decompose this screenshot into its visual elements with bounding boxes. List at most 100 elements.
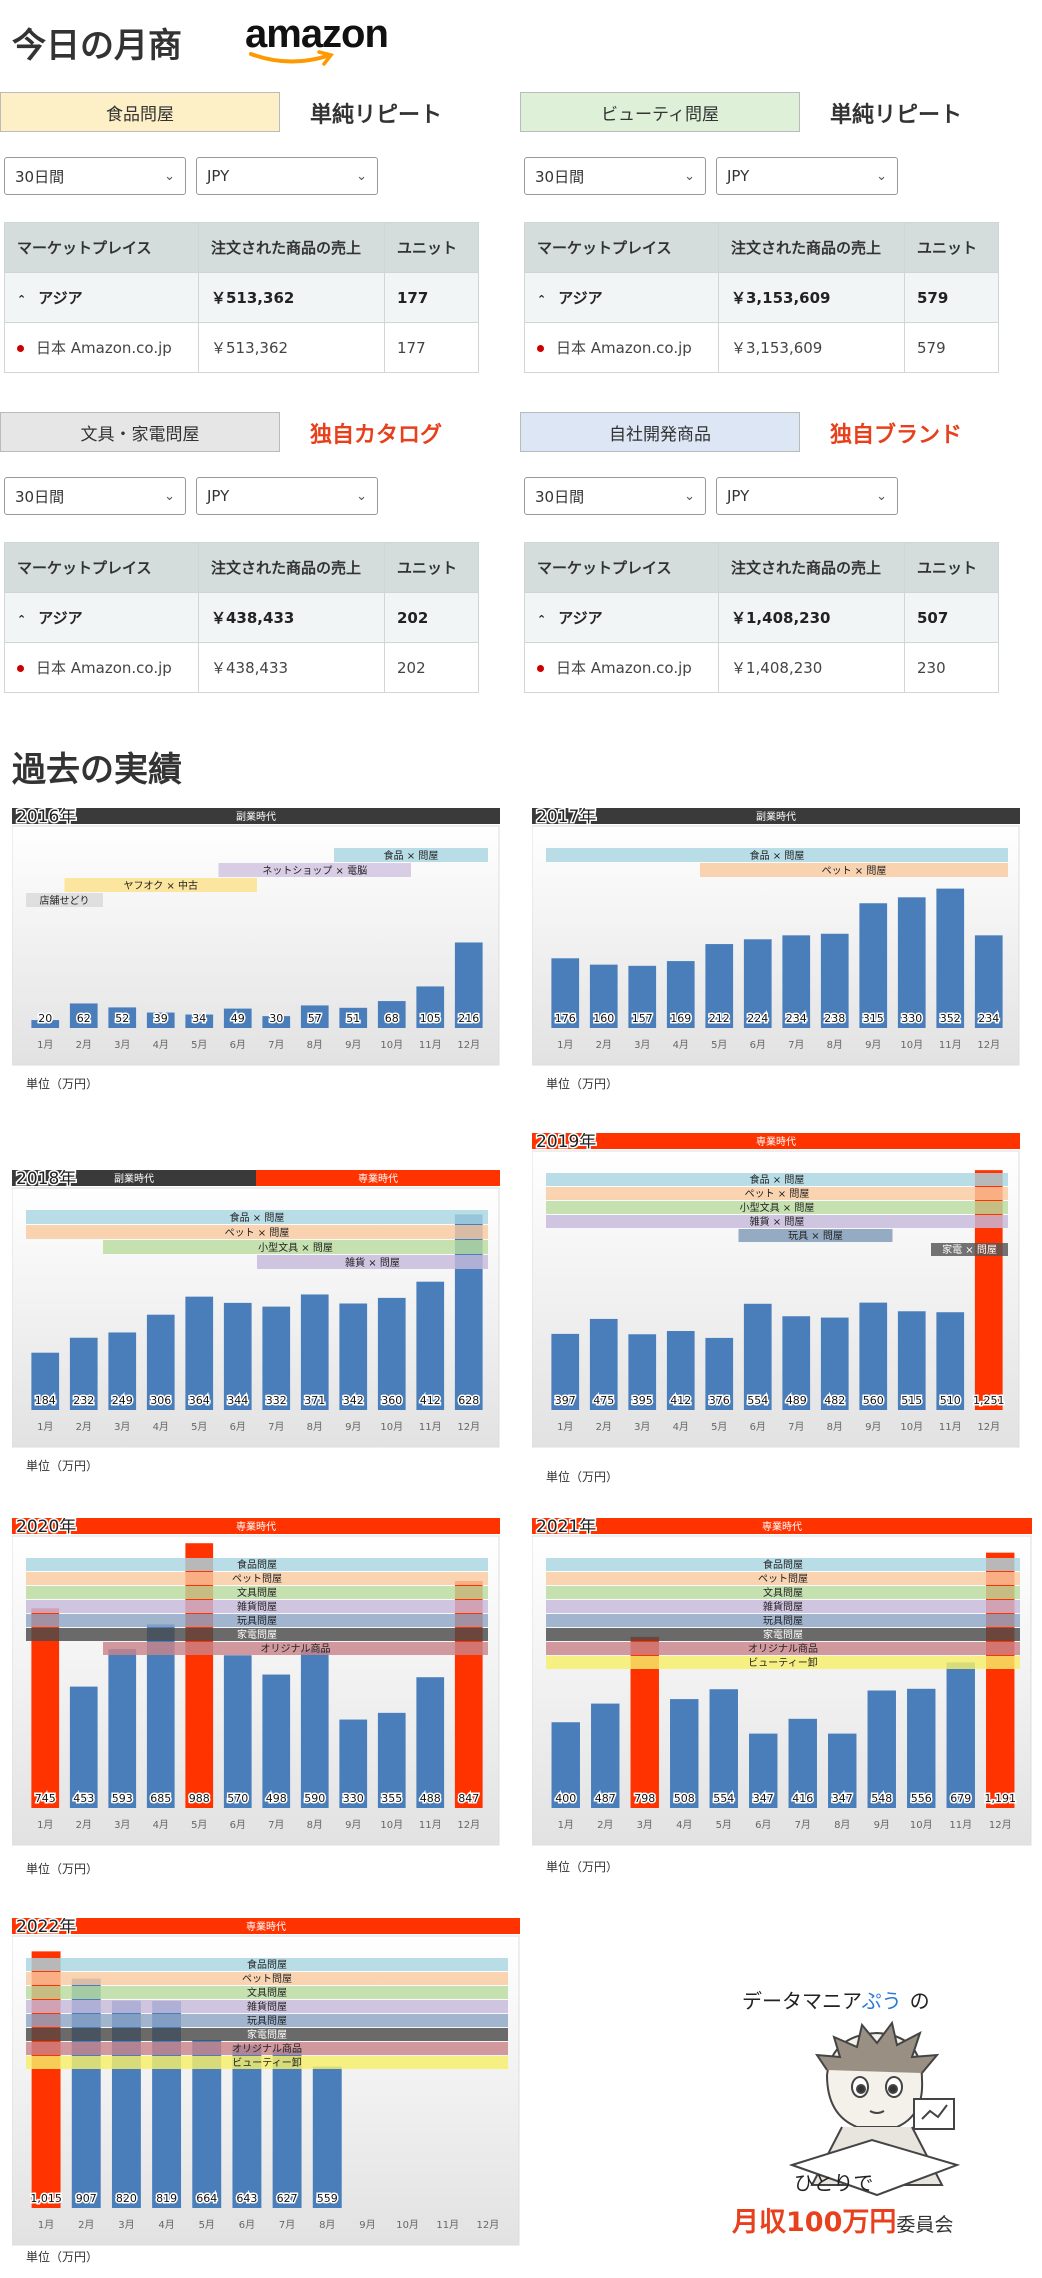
month-label: 9月 (865, 1039, 881, 1051)
value-label: 416 (792, 1792, 813, 1805)
era-bar (532, 1133, 1020, 1149)
currency-select[interactable]: JPY ⌄ (196, 157, 378, 195)
value-label: 475 (593, 1394, 614, 1407)
bar-6月 (223, 1008, 252, 1028)
value-label: 332 (266, 1394, 287, 1407)
bar-9月 (867, 1690, 896, 1808)
band (334, 848, 488, 862)
currency-value: JPY (207, 487, 230, 505)
bar-6月 (223, 1655, 252, 1808)
month-label: 2月 (597, 1819, 613, 1831)
month-label: 10月 (910, 1819, 933, 1831)
units-cell: 579 (904, 272, 999, 323)
bar-3月 (108, 1332, 137, 1410)
bar-10月 (377, 1712, 406, 1808)
month-label: 12月 (977, 1421, 1000, 1433)
band-label: 雑貨問屋 (763, 1600, 803, 1613)
value-label: 342 (343, 1394, 364, 1407)
chevron-up-icon: ⌃ (17, 293, 27, 306)
month-label: 9月 (345, 1819, 361, 1831)
period-select[interactable]: 30日間 ⌄ (524, 477, 706, 515)
band-label: ペット問屋 (758, 1573, 808, 1585)
bar-3月 (628, 965, 657, 1028)
band (546, 1656, 1020, 1669)
units-cell: 202 (384, 592, 479, 643)
table-row-jp[interactable]: 日本 Amazon.co.jp ￥438,433 202 (4, 642, 479, 693)
marketplace-table: マーケットプレイス 注文された商品の売上 ユニット ⌃ アジア ￥1,408,23… (524, 542, 999, 693)
band-label: 玩具問屋 (237, 1615, 277, 1627)
month-label: 8月 (307, 1039, 323, 1051)
period-select[interactable]: 30日間 ⌄ (4, 477, 186, 515)
value-label: 400 (555, 1792, 576, 1805)
period-select[interactable]: 30日間 ⌄ (4, 157, 186, 195)
col-units: ユニット (384, 542, 479, 593)
marketplace-table: マーケットプレイス 注文された商品の売上 ユニット ⌃ アジア ￥3,153,60… (524, 222, 999, 373)
sales-cell: ￥3,153,609 (718, 272, 905, 323)
table-row-jp[interactable]: 日本 Amazon.co.jp ￥1,408,230 230 (524, 642, 999, 693)
strategy-tag: 独自ブランド (830, 423, 963, 448)
bar-6月 (743, 1303, 772, 1410)
band-label: ペット × 問屋 (745, 1188, 810, 1200)
value-label: 548 (871, 1792, 892, 1805)
band (26, 2056, 508, 2069)
value-label: 498 (266, 1792, 287, 1805)
bar-7月 (782, 935, 811, 1028)
period-value: 30日間 (15, 167, 65, 186)
bar-8月 (828, 1733, 857, 1808)
bar-9月 (339, 1007, 368, 1028)
band-label: ビューティー卸 (748, 1656, 817, 1669)
band (26, 2014, 508, 2027)
region-name: アジア (558, 609, 603, 627)
band-label: 雑貨 × 問屋 (345, 1256, 400, 1269)
mascot-area: データマニアぷうの ひとりで 月収100万円委員会 (732, 1985, 1032, 2265)
sales-cell: ￥1,408,230 (718, 642, 905, 693)
value-label: 224 (747, 1012, 768, 1025)
table-row-asia[interactable]: ⌃ アジア ￥3,153,609 579 (524, 272, 999, 323)
sales-cell: ￥3,153,609 (718, 322, 905, 373)
bar-2月 (589, 1318, 618, 1410)
bar-1月 (551, 1333, 580, 1410)
period-select[interactable]: 30日間 ⌄ (524, 157, 706, 195)
bar-12月 (974, 935, 1003, 1028)
year-label: 2017年 (536, 808, 596, 827)
table-row-asia[interactable]: ⌃ アジア ￥438,433 202 (4, 592, 479, 643)
value-label: 1,191 (985, 1792, 1017, 1805)
chevron-down-icon: ⌄ (356, 168, 367, 184)
value-label: 628 (458, 1394, 479, 1407)
mascot-caption-no: の (909, 1989, 930, 2013)
marketplace-name: 日本 Amazon.co.jp (556, 659, 692, 677)
sales-cell: ￥513,362 (198, 272, 385, 323)
band (546, 1558, 1020, 1571)
table-row-asia[interactable]: ⌃ アジア ￥1,408,230 507 (524, 592, 999, 643)
currency-select[interactable]: JPY ⌄ (196, 477, 378, 515)
value-label: 453 (73, 1792, 94, 1805)
month-label: 11月 (419, 1039, 442, 1051)
month-label: 10月 (380, 1819, 403, 1831)
band (26, 893, 103, 907)
band (546, 1201, 1008, 1214)
month-label: 9月 (359, 2219, 375, 2231)
bar-9月 (339, 1719, 368, 1808)
month-label: 9月 (345, 1039, 361, 1051)
table-header-row: マーケットプレイス 注文された商品の売上 ユニット (524, 542, 999, 593)
band-label: ペット × 問屋 (822, 865, 887, 877)
value-label: 34 (192, 1012, 206, 1025)
currency-select[interactable]: JPY ⌄ (716, 157, 898, 195)
band (26, 1614, 488, 1627)
era-label: 副業時代 (756, 810, 796, 823)
month-label: 12月 (477, 2219, 500, 2231)
flag-dot-icon (17, 345, 24, 352)
band-label: 文具問屋 (763, 1586, 803, 1599)
table-header-row: マーケットプレイス 注文された商品の売上 ユニット (524, 222, 999, 273)
month-label: 4月 (676, 1819, 692, 1831)
band-label: 家電 × 問屋 (942, 1243, 997, 1256)
month-label: 8月 (319, 2219, 335, 2231)
table-row-asia[interactable]: ⌃ アジア ￥513,362 177 (4, 272, 479, 323)
table-row-jp[interactable]: 日本 Amazon.co.jp ￥513,362 177 (4, 322, 479, 373)
currency-select[interactable]: JPY ⌄ (716, 477, 898, 515)
value-label: 508 (674, 1792, 695, 1805)
category-label: ビューティ問屋 (520, 92, 800, 132)
table-row-jp[interactable]: 日本 Amazon.co.jp ￥3,153,609 579 (524, 322, 999, 373)
amazon-logo-text: amazon (245, 12, 389, 56)
